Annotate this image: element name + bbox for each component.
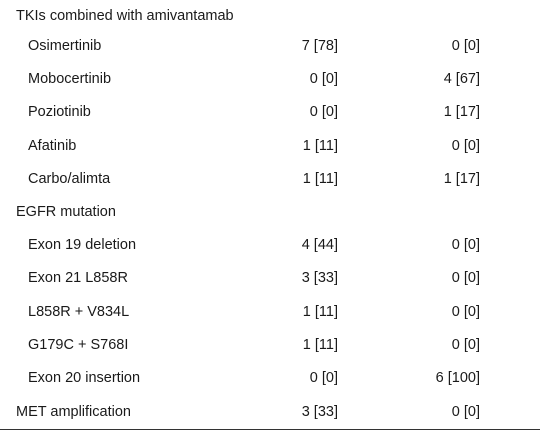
cell-group-1: 7 [78] xyxy=(301,38,338,54)
cell-group-2: 0 [0] xyxy=(451,237,480,253)
cell-group-1: 1 [11] xyxy=(302,304,338,320)
cell-group-2: 0 [0] xyxy=(451,270,480,286)
table-row: Exon 20 insertion 0 [0] 6 [100] xyxy=(0,362,540,395)
row-label: Afatinib xyxy=(28,138,77,154)
cell-group-2: 1 [17] xyxy=(443,104,480,120)
cell-group-2: 0 [0] xyxy=(451,337,480,353)
table-row: EGFR mutation xyxy=(0,196,540,229)
row-label: G179C + S768I xyxy=(28,337,129,353)
table-row: G179C + S768I 1 [11] 0 [0] xyxy=(0,329,540,362)
cell-group-2: 4 [67] xyxy=(443,71,480,87)
cell-group-1: 0 [0] xyxy=(309,370,338,386)
table-row: Afatinib 1 [11] 0 [0] xyxy=(0,130,540,163)
table-row: Carbo/alimta 1 [11] 1 [17] xyxy=(0,163,540,196)
cell-group-2: 6 [100] xyxy=(435,370,480,386)
table-row: Exon 19 deletion 4 [44] 0 [0] xyxy=(0,229,540,262)
table-row: L858R + V834L 1 [11] 0 [0] xyxy=(0,296,540,329)
cell-group-2: 0 [0] xyxy=(451,304,480,320)
table-bottom-rule xyxy=(0,429,540,430)
row-label: Exon 19 deletion xyxy=(28,237,137,253)
table-row: TKIs combined with amivantamab xyxy=(0,0,540,33)
table-row: Osimertinib 7 [78] 0 [0] xyxy=(0,30,540,63)
table-row: Poziotinib 0 [0] 1 [17] xyxy=(0,96,540,129)
row-label: Carbo/alimta xyxy=(28,171,111,187)
cell-group-1: 0 [0] xyxy=(309,104,338,120)
cell-group-2: 1 [17] xyxy=(443,171,480,187)
cell-group-1: 1 [11] xyxy=(302,337,338,353)
cell-group-1: 3 [33] xyxy=(301,404,338,420)
table-row: MET amplification 3 [33] 0 [0] xyxy=(0,396,540,429)
cell-group-2: 0 [0] xyxy=(451,38,480,54)
row-label: EGFR mutation xyxy=(16,204,116,220)
row-label: Exon 21 L858R xyxy=(28,270,128,286)
table-row: Exon 21 L858R 3 [33] 0 [0] xyxy=(0,262,540,295)
row-label: Osimertinib xyxy=(28,38,102,54)
row-label: MET amplification xyxy=(16,404,131,420)
row-label: Exon 20 insertion xyxy=(28,370,141,386)
row-label: TKIs combined with amivantamab xyxy=(16,8,234,24)
cell-group-2: 0 [0] xyxy=(451,138,480,154)
cell-group-1: 0 [0] xyxy=(309,71,338,87)
row-label: Poziotinib xyxy=(28,104,91,120)
table-row: Mobocertinib 0 [0] 4 [67] xyxy=(0,63,540,96)
row-label: Mobocertinib xyxy=(28,71,112,87)
cell-group-1: 1 [11] xyxy=(302,138,338,154)
cell-group-1: 3 [33] xyxy=(301,270,338,286)
cell-group-1: 1 [11] xyxy=(302,171,338,187)
cell-group-1: 4 [44] xyxy=(301,237,338,253)
row-label: L858R + V834L xyxy=(28,304,130,320)
cell-group-2: 0 [0] xyxy=(451,404,480,420)
